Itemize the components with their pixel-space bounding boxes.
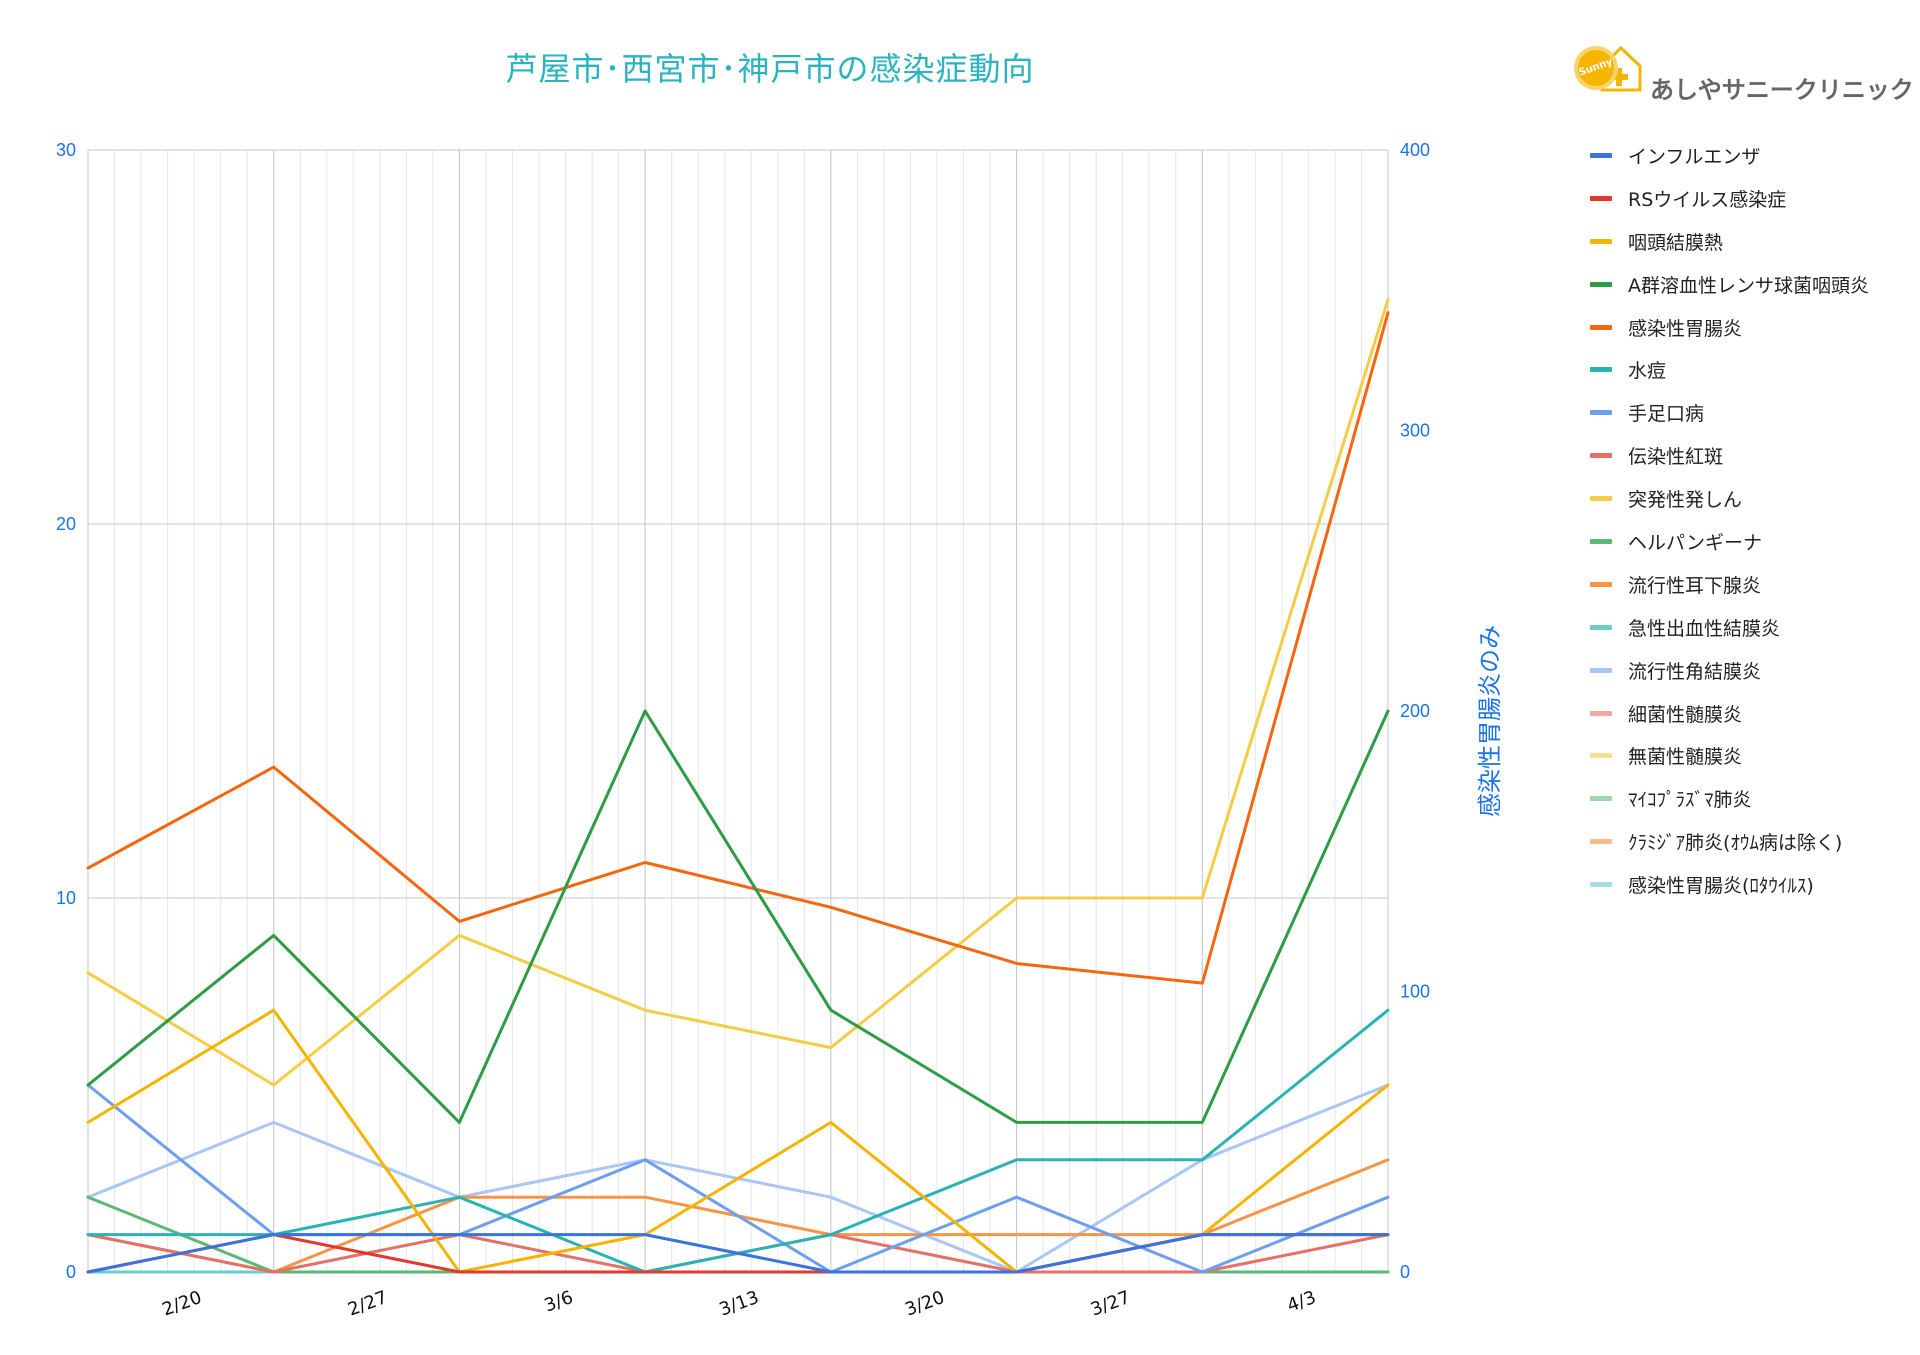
legend-item: 感染性胃腸炎 [1590,306,1910,349]
x-tick-label: 3/13 [717,1287,762,1321]
legend-label: ｸﾗﾐｼﾞｱ肺炎(ｵｳﾑ病は除く) [1628,832,1843,855]
right-tick-label: 100 [1400,982,1430,1002]
legend-item: 伝染性紅斑 [1590,434,1910,477]
series-line-1 [86,1233,1390,1274]
legend-label: 急性出血性結膜炎 [1628,617,1781,640]
right-tick-label: 300 [1400,421,1430,441]
legend-label: 咽頭結膜熱 [1628,231,1724,254]
legend-label: 手足口病 [1628,403,1705,426]
legend-label: 細菌性髄膜炎 [1628,703,1743,726]
legend-swatch [1590,496,1612,502]
legend-item: RSウイルス感染症 [1590,177,1910,220]
legend-item: 水痘 [1590,348,1910,391]
legend-label: 感染性胃腸炎 [1628,317,1743,340]
legend-swatch [1590,796,1612,802]
right-tick-label: 0 [1400,1262,1410,1282]
legend-item: 手足口病 [1590,391,1910,434]
legend-swatch [1590,538,1612,544]
legend-item: 流行性耳下腺炎 [1590,563,1910,606]
legend-item: 無菌性髄膜炎 [1590,734,1910,777]
legend-item: A群溶血性レンサ球菌咽頭炎 [1590,263,1910,306]
legend-swatch [1590,710,1612,716]
legend-swatch [1590,753,1612,759]
series-line-5 [86,311,1390,985]
series-line-9 [86,298,1390,1087]
legend-swatch [1590,839,1612,845]
legend-label: ヘルパンギーナ [1628,531,1762,554]
legend-swatch [1590,410,1612,416]
legend-item: 突発性発しん [1590,477,1910,520]
legend-swatch [1590,281,1612,287]
chart-title: 芦屋市･西宮市･神戸市の感染症動向 [505,50,1035,88]
left-tick-label: 0 [66,1262,76,1282]
right-tick-label: 400 [1400,140,1430,160]
legend-item: ヘルパンギーナ [1590,520,1910,563]
left-tick-label: 20 [56,514,76,534]
legend-label: ﾏｲｺﾌﾟﾗｽﾞﾏ肺炎 [1628,789,1752,812]
left-tick-label: 30 [56,140,76,160]
series-line-4 [86,709,1390,1124]
legend-label: 無菌性髄膜炎 [1628,746,1743,769]
chart-legend: インフルエンザ RSウイルス感染症 咽頭結膜熱 A群溶血性レンサ球菌咽頭炎 感染性胃腸炎… [1590,134,1910,906]
legend-label: 流行性耳下腺炎 [1628,574,1762,597]
legend-item: 急性出血性結膜炎 [1590,606,1910,649]
legend-label: 流行性角結膜炎 [1628,660,1762,683]
legend-label: 感染性胃腸炎(ﾛﾀｳｲﾙｽ) [1628,875,1814,898]
legend-swatch [1590,195,1612,201]
legend-swatch [1590,324,1612,330]
legend-swatch [1590,624,1612,630]
legend-swatch [1590,581,1612,587]
legend-swatch [1590,152,1612,158]
legend-item: ﾏｲｺﾌﾟﾗｽﾞﾏ肺炎 [1590,777,1910,820]
legend-label: RSウイルス感染症 [1628,188,1787,211]
x-tick-label: 3/27 [1088,1287,1133,1321]
legend-item: 感染性胃腸炎(ﾛﾀｳｲﾙｽ) [1590,863,1910,906]
legend-label: 水痘 [1628,360,1667,383]
x-tick-label: 4/3 [1284,1287,1318,1317]
clinic-name: あしやサニークリニック [1650,76,1914,104]
series-line-6 [86,1008,1390,1274]
x-tick-label: 2/27 [345,1287,390,1321]
legend-swatch [1590,453,1612,459]
house-icon [1600,45,1642,92]
legend-item: インフルエンザ [1590,134,1910,177]
x-tick-label: 2/20 [159,1287,204,1321]
x-tick-label: 3/20 [902,1287,947,1321]
legend-item: 細菌性髄膜炎 [1590,692,1910,735]
legend-swatch [1590,238,1612,244]
legend-label: 伝染性紅斑 [1628,446,1724,469]
legend-label: インフルエンザ [1628,145,1761,168]
clinic-logo: Sunny あしやサニークリニック [1570,30,1914,110]
legend-label: A群溶血性レンサ球菌咽頭炎 [1628,274,1869,297]
legend-item: 咽頭結膜熱 [1590,220,1910,263]
legend-swatch [1590,667,1612,673]
left-tick-label: 10 [56,888,76,908]
legend-swatch [1590,882,1612,888]
right-tick-label: 200 [1400,701,1430,721]
legend-swatch [1590,367,1612,373]
legend-label: 突発性発しん [1628,489,1743,512]
legend-item: ｸﾗﾐｼﾞｱ肺炎(ｵｳﾑ病は除く) [1590,820,1910,863]
legend-item: 流行性角結膜炎 [1590,649,1910,692]
right-axis-label: 感染性胃腸炎のみ [1476,625,1504,817]
x-tick-label: 3/6 [542,1287,576,1317]
